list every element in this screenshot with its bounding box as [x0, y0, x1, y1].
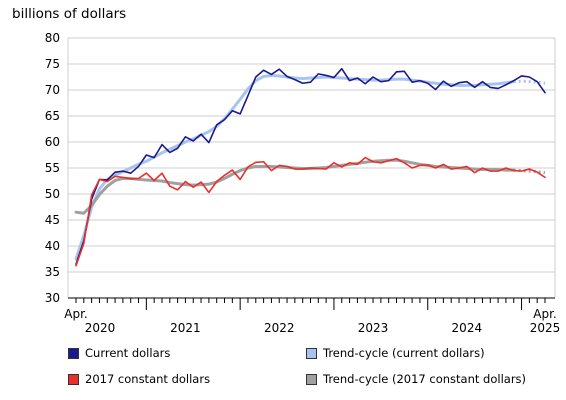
- y-tick-label: 35: [45, 265, 60, 279]
- x-tick-label: 2020: [85, 321, 116, 335]
- y-axis-title: billions of dollars: [12, 6, 126, 22]
- legend-label-constant: 2017 constant dollars: [85, 372, 211, 386]
- y-tick-label: 80: [45, 31, 60, 45]
- y-tick-label: 50: [45, 187, 60, 201]
- legend-swatch-trend-constant: [306, 373, 317, 385]
- y-axis-ticks: 30 35 40 45 50 55 60 65 70 75 80: [45, 31, 60, 305]
- legend-current-dollars: Current dollars: [68, 346, 170, 360]
- legend-swatch-trend-current: [306, 347, 317, 359]
- legend-trend-constant: Trend-cycle (2017 constant dollars): [306, 372, 526, 386]
- y-tick-label: 45: [45, 213, 60, 227]
- x-tick-label: Apr.: [533, 307, 556, 321]
- y-tick-label: 40: [45, 239, 60, 253]
- y-tick-label: 55: [45, 161, 60, 175]
- y-tick-label: 65: [45, 109, 60, 123]
- series-line-projected: [513, 79, 546, 85]
- x-tick-label: 2024: [452, 321, 483, 335]
- series-line: [75, 67, 546, 266]
- x-tick-label: Apr.: [64, 307, 87, 321]
- y-tick-label: 75: [45, 57, 60, 71]
- series-line: [74, 158, 516, 215]
- series-line: [75, 156, 546, 267]
- legend-trend-current: Trend-cycle (current dollars): [306, 346, 485, 360]
- legend-label-current: Current dollars: [85, 346, 171, 360]
- y-tick-label: 30: [45, 291, 60, 305]
- y-tick-label: 60: [45, 135, 60, 149]
- y-tick-label: 70: [45, 83, 60, 97]
- legend-label-trend-constant: Trend-cycle (2017 constant dollars): [323, 372, 527, 386]
- series-lines: [74, 67, 546, 267]
- x-tick-label: 2021: [170, 321, 201, 335]
- x-tick-label: 2025: [530, 321, 561, 335]
- legend-label-trend-current: Trend-cycle (current dollars): [323, 346, 485, 360]
- x-tick-label: 2023: [358, 321, 389, 335]
- legend-swatch-constant: [68, 373, 79, 385]
- x-tick-label: 2022: [264, 321, 295, 335]
- legend-constant-dollars: 2017 constant dollars: [68, 372, 210, 386]
- legend-swatch-current: [68, 347, 79, 359]
